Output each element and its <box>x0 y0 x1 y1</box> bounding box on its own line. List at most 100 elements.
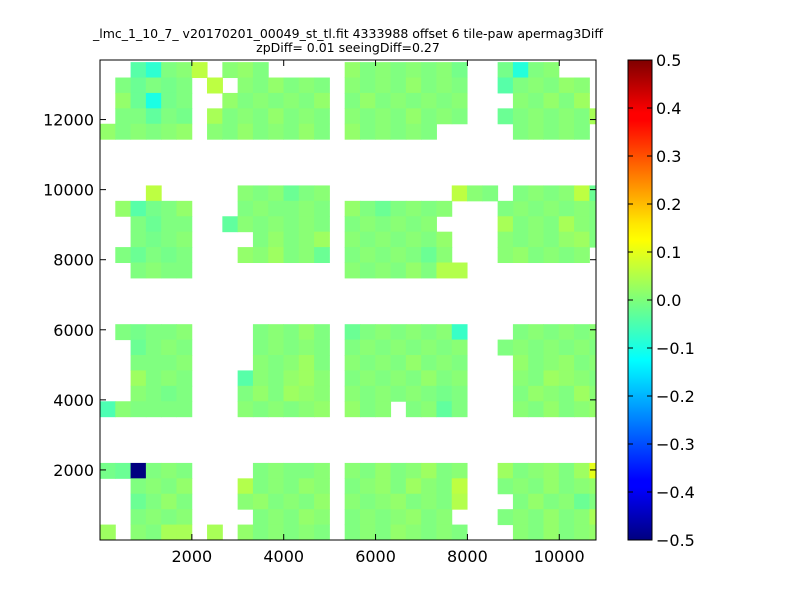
heatmap-cell <box>512 247 529 264</box>
heatmap-cell <box>130 355 147 371</box>
heatmap-cell <box>528 247 544 264</box>
heatmap-cell <box>543 123 560 140</box>
heatmap-cell <box>421 493 437 510</box>
heatmap-cell <box>574 509 590 526</box>
heatmap-cell <box>145 493 162 510</box>
heatmap-cell <box>176 462 193 479</box>
heatmap-cell <box>252 247 269 264</box>
heatmap-cell <box>543 216 560 233</box>
heatmap-cell <box>268 355 285 371</box>
heatmap-cell <box>314 370 330 387</box>
heatmap-cell <box>528 370 544 387</box>
heatmap-cell <box>237 108 254 125</box>
heatmap-cell <box>161 370 177 387</box>
heatmap-cell <box>528 62 544 79</box>
heatmap-cell <box>436 385 453 402</box>
heatmap-cell <box>421 355 437 371</box>
heatmap-cell <box>161 108 177 125</box>
heatmap-cell <box>451 493 468 510</box>
heatmap-cell <box>543 231 560 248</box>
y-tick-label: 12000 <box>43 111 94 130</box>
heatmap-cell <box>512 339 529 356</box>
heatmap-cell <box>375 493 392 510</box>
heatmap-cell <box>558 401 575 418</box>
heatmap-cell <box>283 370 300 387</box>
heatmap-cell <box>375 509 392 526</box>
heatmap-cell <box>130 247 147 264</box>
heatmap-cell <box>421 231 437 248</box>
heatmap-cell <box>512 123 529 140</box>
heatmap-cell <box>359 108 376 125</box>
heatmap-cell <box>589 200 596 217</box>
heatmap-cell <box>543 509 560 526</box>
heatmap-cell <box>436 524 453 541</box>
heatmap-cell <box>375 355 392 371</box>
heatmap-cell <box>421 62 437 79</box>
heatmap-cell <box>359 462 376 479</box>
heatmap-cell <box>558 200 575 217</box>
heatmap-cell <box>161 385 177 402</box>
heatmap-cell <box>421 524 437 541</box>
heatmap-cell <box>145 123 162 140</box>
heatmap-cell <box>574 401 590 418</box>
y-axis: 2000 4000 6000 8000 10000 12000 <box>43 111 596 480</box>
colorbar-tick-label: −0.3 <box>656 435 695 454</box>
colorbar-tick-label: −0.4 <box>656 483 695 502</box>
heatmap-cell <box>451 92 468 109</box>
heatmap-cell <box>145 401 162 418</box>
heatmap-cell <box>161 62 177 79</box>
heatmap-cell <box>558 324 575 341</box>
heatmap-cell <box>405 92 422 109</box>
heatmap-cell <box>589 509 596 526</box>
heatmap-cell <box>298 231 315 248</box>
heatmap-cell <box>436 324 453 341</box>
heatmap-cell <box>268 385 285 402</box>
heatmap-cell <box>268 92 285 109</box>
heatmap-cell <box>298 370 315 387</box>
heatmap-cell <box>176 370 193 387</box>
heatmap-cell <box>314 478 330 495</box>
heatmap-cell <box>314 108 330 125</box>
heatmap-cell <box>130 200 147 217</box>
heatmap-cell <box>497 462 514 479</box>
heatmap-cell <box>130 77 147 94</box>
heatmap-cell <box>390 216 407 233</box>
heatmap-cell <box>405 324 422 341</box>
heatmap-cell <box>268 339 285 356</box>
y-tick-label: 8000 <box>53 251 94 270</box>
heatmap-cell <box>512 216 529 233</box>
heatmap-cell <box>528 77 544 94</box>
heatmap-cell <box>268 247 285 264</box>
heatmap-cell <box>145 77 162 94</box>
heatmap-cell <box>268 509 285 526</box>
heatmap-cell <box>528 231 544 248</box>
heatmap-cell <box>574 185 590 202</box>
heatmap-cell <box>130 370 147 387</box>
heatmap-cell <box>252 462 269 479</box>
heatmap-cell <box>558 108 575 125</box>
heatmap-cell <box>436 262 453 279</box>
heatmap-cell <box>344 231 361 248</box>
heatmap-cell <box>252 339 269 356</box>
heatmap-cell <box>161 200 177 217</box>
heatmap-cell <box>574 123 590 140</box>
heatmap-cell <box>421 108 437 125</box>
heatmap-cell <box>252 62 269 79</box>
heatmap-cell <box>390 462 407 479</box>
heatmap-cell <box>405 339 422 356</box>
heatmap-cell <box>283 493 300 510</box>
heatmap-cell <box>497 77 514 94</box>
heatmap-cell <box>421 247 437 264</box>
heatmap-cell <box>528 339 544 356</box>
heatmap-cell <box>359 493 376 510</box>
heatmap-cell <box>283 247 300 264</box>
heatmap-cell <box>130 462 147 479</box>
heatmap-cell <box>528 355 544 371</box>
heatmap-cell <box>237 524 254 541</box>
heatmap-cell <box>574 200 590 217</box>
heatmap-cell <box>314 231 330 248</box>
heatmap-cell <box>390 247 407 264</box>
heatmap-cell <box>359 77 376 94</box>
heatmap-cell <box>176 478 193 495</box>
heatmap-cell <box>405 385 422 402</box>
